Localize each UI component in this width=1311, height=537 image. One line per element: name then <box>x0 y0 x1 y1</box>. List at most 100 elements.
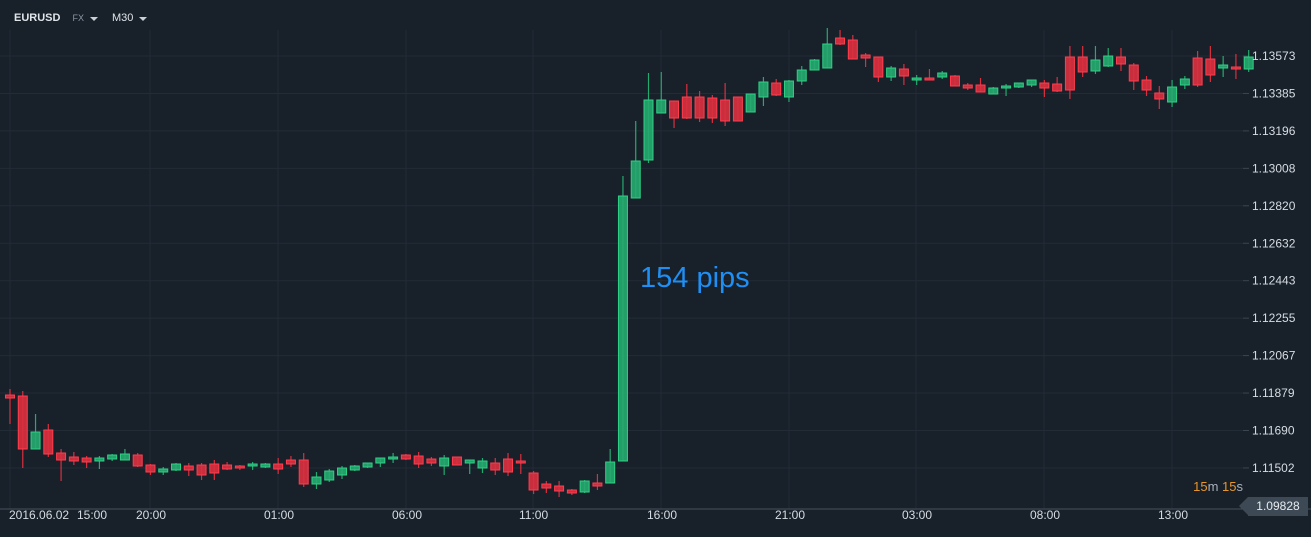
bearish-candle <box>669 100 680 128</box>
price-tick-label: 1.12820 <box>1252 199 1296 213</box>
timer-minutes: 15 <box>1193 479 1208 494</box>
bullish-candle <box>1013 82 1024 88</box>
bearish-candle <box>847 35 858 60</box>
bullish-candle <box>988 87 999 95</box>
bearish-candle <box>515 454 526 474</box>
bullish-candle <box>158 467 169 475</box>
price-tick-label: 1.13573 <box>1252 49 1296 63</box>
bullish-candle <box>579 480 590 493</box>
time-tick-label: 03:00 <box>902 508 932 522</box>
bearish-candle <box>681 84 692 119</box>
bearish-candle <box>1154 86 1165 109</box>
bearish-candle <box>273 458 284 474</box>
bullish-candle <box>1001 84 1012 96</box>
bullish-candle <box>643 73 654 163</box>
bullish-candle <box>337 466 348 479</box>
timeframe-chevron-down-icon[interactable] <box>139 17 148 21</box>
bullish-candle <box>745 93 756 113</box>
bullish-candle <box>1218 56 1229 77</box>
price-tick-label: 1.11502 <box>1252 461 1295 475</box>
bullish-candle <box>1026 79 1037 87</box>
time-tick-label: 15:00 <box>77 508 107 522</box>
bearish-candle <box>975 78 986 93</box>
bearish-candle <box>1077 46 1088 77</box>
bullish-candle <box>324 469 335 482</box>
price-tick-label: 1.12632 <box>1252 236 1296 250</box>
bullish-candle <box>119 449 130 461</box>
symbol-label: EURUSD <box>14 12 61 24</box>
time-tick-label: 2016.06.02 <box>9 508 69 522</box>
bullish-candle <box>362 462 373 468</box>
bearish-candle <box>196 463 207 480</box>
bearish-candle <box>451 456 462 466</box>
market-chevron-down-icon[interactable] <box>89 17 98 21</box>
bearish-candle <box>222 462 233 470</box>
bullish-candle <box>617 176 628 462</box>
bearish-candle <box>554 481 565 497</box>
bearish-candle <box>234 465 245 470</box>
bearish-candle <box>860 53 871 67</box>
bullish-candle <box>94 456 105 469</box>
bullish-candle <box>937 71 948 79</box>
bearish-candle <box>528 471 539 494</box>
bearish-candle <box>1052 77 1063 92</box>
price-tick-label: 1.11690 <box>1252 424 1295 438</box>
bullish-candle <box>30 414 41 450</box>
time-tick-label: 20:00 <box>136 508 166 522</box>
bearish-candle <box>566 489 577 495</box>
bearish-candle <box>183 463 194 476</box>
price-tick-label: 1.12443 <box>1252 274 1296 288</box>
bearish-candle <box>426 457 437 466</box>
bearish-candle <box>541 481 552 493</box>
price-tick-label: 1.12255 <box>1252 311 1296 325</box>
time-tick-label: 16:00 <box>647 508 677 522</box>
price-tick-label: 1.11879 <box>1252 386 1295 400</box>
bullish-candle <box>809 59 820 71</box>
bearish-candle <box>873 56 884 82</box>
bullish-candle <box>311 472 322 489</box>
market-selector[interactable]: FX <box>72 13 84 23</box>
bullish-candle <box>1090 46 1101 74</box>
time-axis[interactable]: 2016.06.02 15:00 20:00 01:00 06:00 11:00 16:00… <box>0 508 1311 522</box>
bearish-candle <box>720 83 731 126</box>
bearish-candle <box>962 83 973 90</box>
pips-annotation: 154 pips <box>640 262 750 294</box>
bearish-candle <box>707 95 718 123</box>
bearish-candle <box>145 464 156 475</box>
bearish-candle <box>68 452 79 465</box>
bullish-candle <box>1103 48 1114 67</box>
bullish-candle <box>605 449 616 484</box>
bearish-candle <box>285 456 296 467</box>
bearish-candle <box>1115 48 1126 71</box>
price-axis[interactable]: 1.13573 1.13385 1.13196 1.13008 1.12820 1.126… <box>1252 49 1296 475</box>
bearish-candle <box>1192 51 1203 87</box>
bearish-candle <box>17 391 28 468</box>
bullish-candle <box>630 121 641 199</box>
price-tick-label: 1.12067 <box>1252 349 1296 363</box>
bearish-candle <box>898 64 909 85</box>
time-tick-label: 13:00 <box>1158 508 1188 522</box>
timeframe-selector[interactable]: M30 <box>111 12 134 24</box>
bearish-candle <box>732 96 743 122</box>
time-tick-label: 08:00 <box>1030 508 1060 522</box>
bearish-candle <box>1230 54 1241 79</box>
timer-minutes-label: m <box>1207 479 1219 494</box>
bullish-candle <box>783 80 794 102</box>
bearish-candle <box>1128 63 1139 90</box>
bearish-candle <box>694 91 705 122</box>
bearish-candle <box>1205 46 1216 82</box>
bearish-candle <box>924 69 935 81</box>
bullish-candle <box>388 453 399 463</box>
bearish-candle <box>56 449 67 481</box>
bullish-candle <box>375 457 386 467</box>
bullish-candle <box>464 459 475 474</box>
timer-seconds: 15 <box>1222 479 1237 494</box>
bearish-candle <box>490 458 501 475</box>
time-tick-label: 21:00 <box>775 508 805 522</box>
candle-countdown-timer: 15m 15s <box>1193 479 1243 494</box>
bullish-candle <box>477 458 488 473</box>
bullish-candle <box>886 66 897 81</box>
bullish-candle <box>822 28 833 69</box>
